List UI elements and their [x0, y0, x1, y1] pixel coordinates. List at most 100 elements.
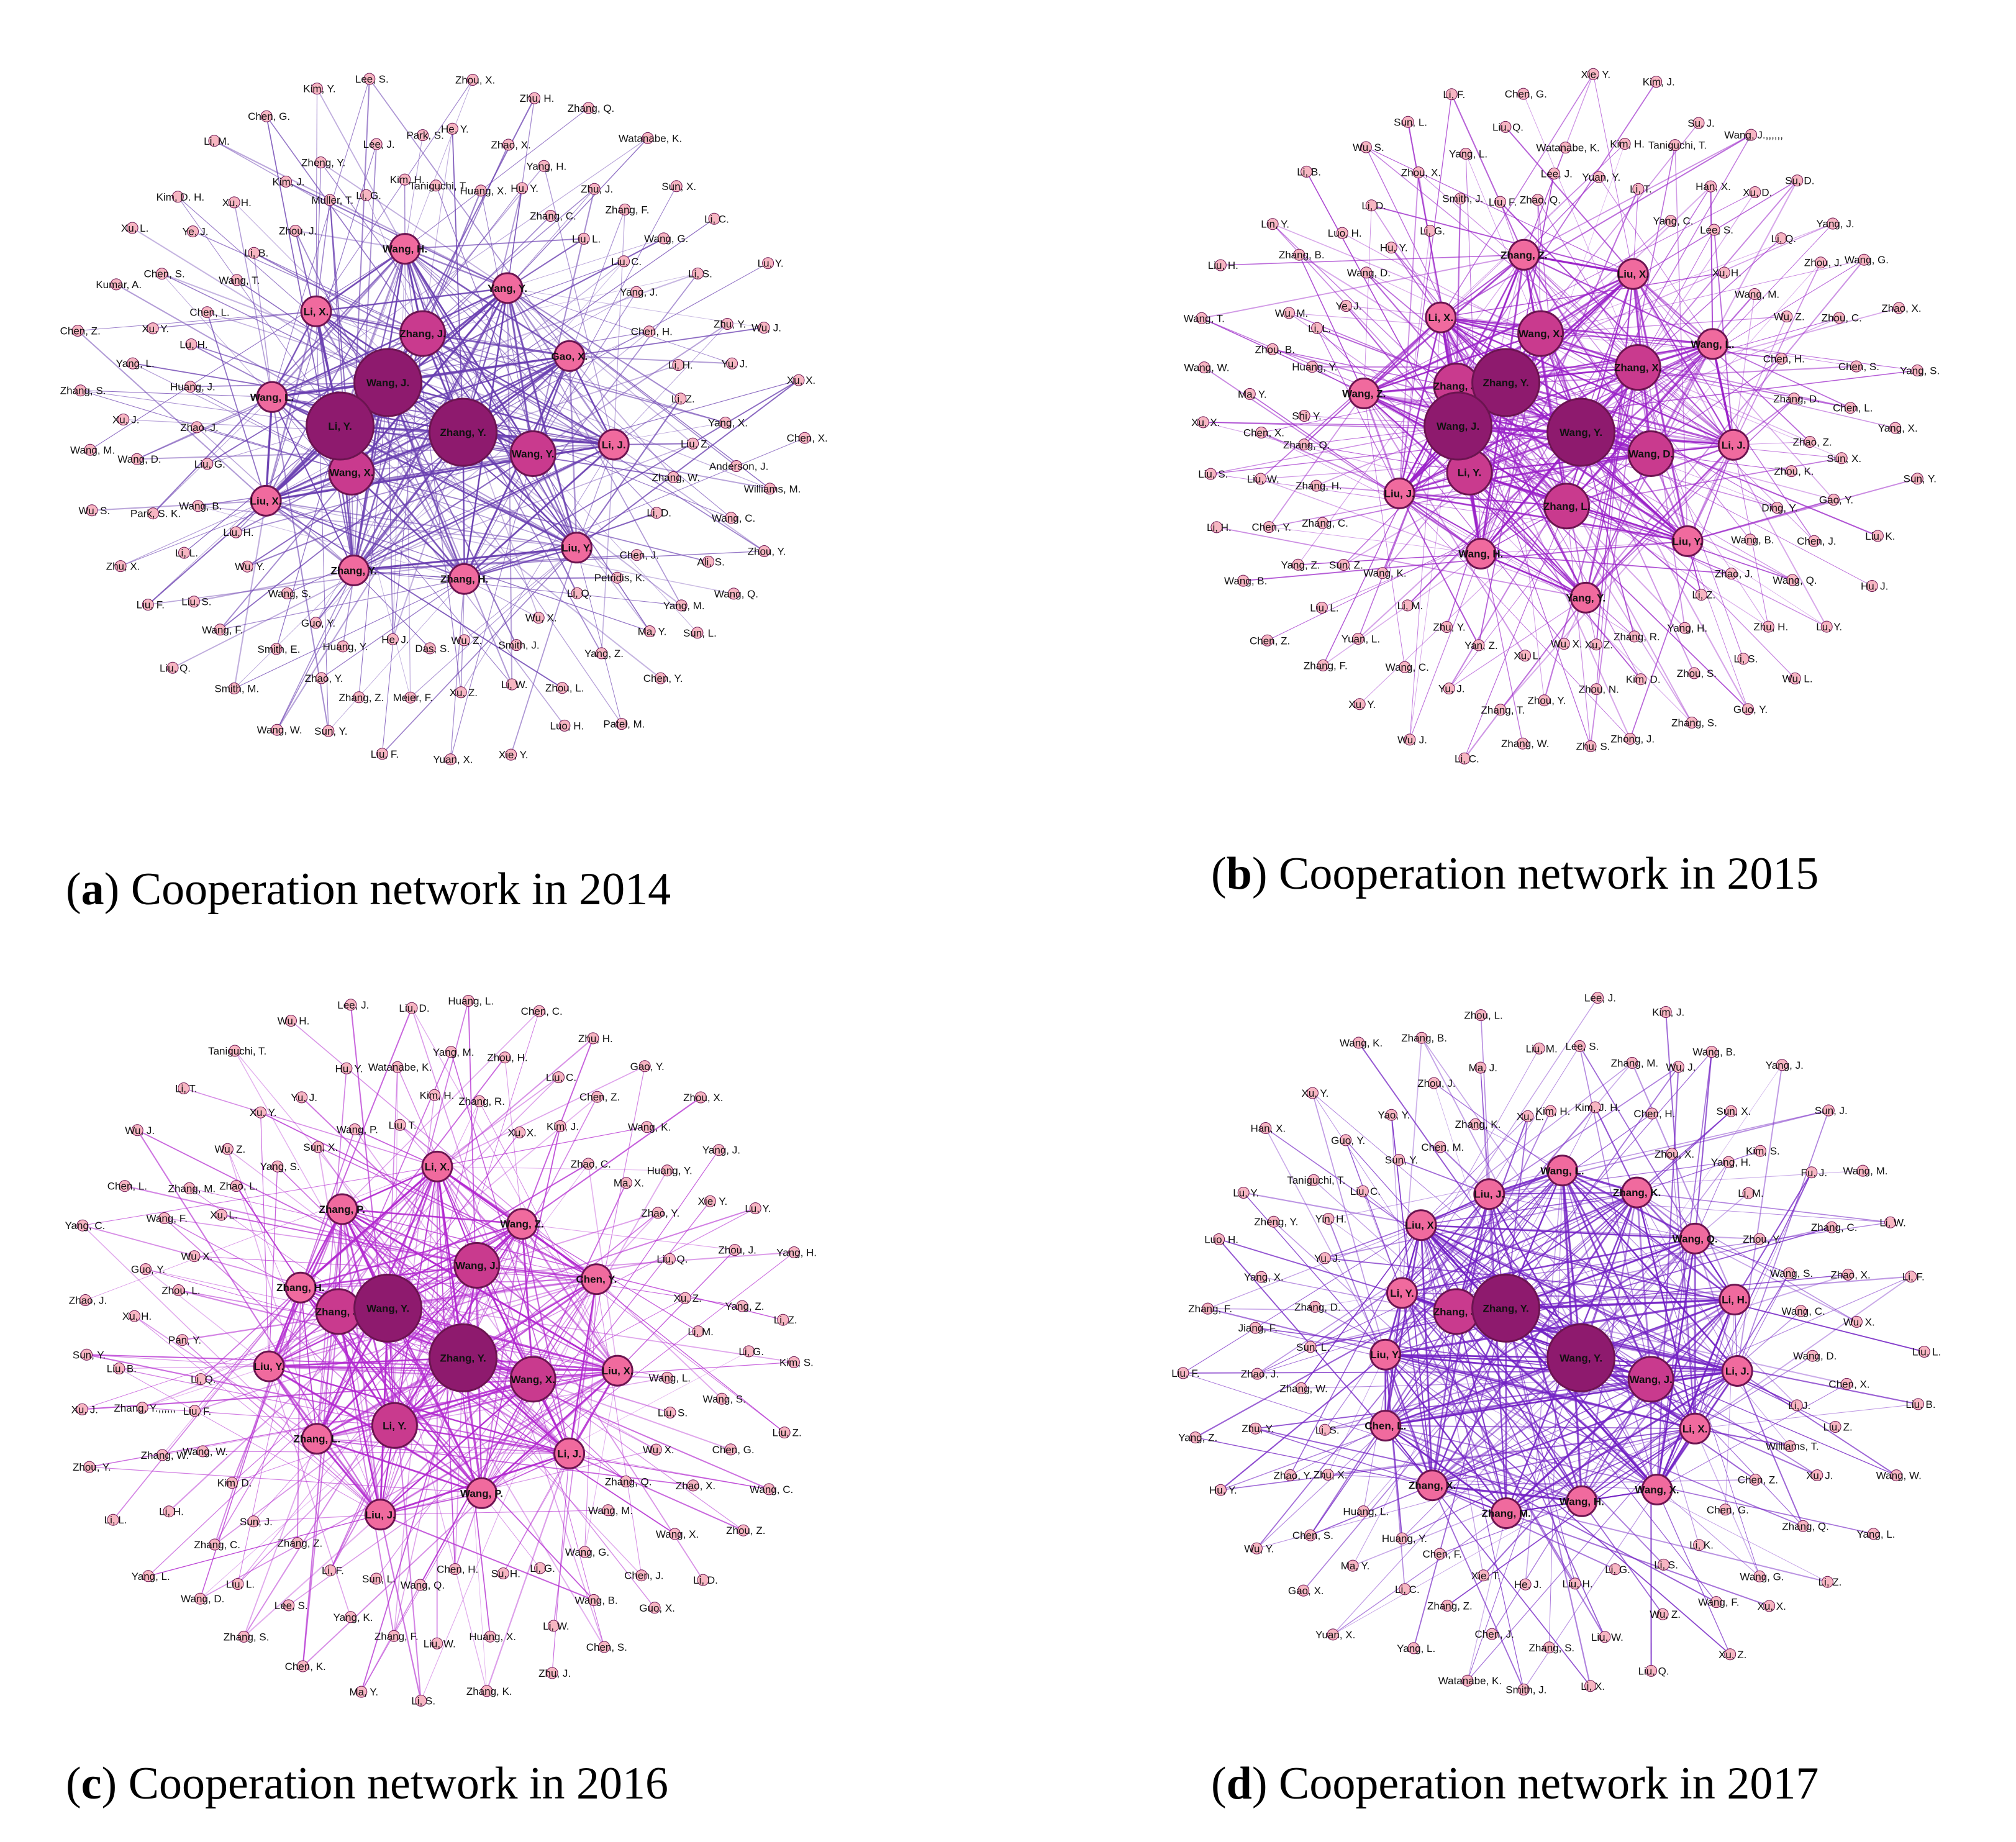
author-node-circle	[1319, 1423, 1331, 1436]
author-node: Zhou, X.	[1655, 1148, 1694, 1160]
author-label: Yang, S.	[1900, 365, 1940, 377]
coauthor-edge	[339, 425, 661, 679]
coauthor-edge	[1566, 506, 1686, 628]
author-label: Wang, C.	[712, 512, 755, 524]
author-node-circle	[762, 257, 774, 270]
author-node: Zhang, M.	[1482, 1497, 1531, 1529]
coauthor-edge	[1579, 1045, 1696, 1239]
author-node: He, J.	[381, 633, 409, 645]
edges-layer	[77, 78, 805, 760]
author-node-circle	[1415, 1032, 1428, 1044]
author-label: Wang, D.	[1793, 1350, 1837, 1362]
coauthor-edge	[1328, 1474, 1658, 1490]
author-node: Zhang, L.	[1543, 483, 1590, 530]
author-label: Li, D.	[647, 507, 671, 519]
author-node: Zhang, S.	[224, 1630, 269, 1643]
author-node-circle	[1340, 1134, 1352, 1146]
author-label: Li, Z.	[671, 393, 695, 405]
coauthor-edge	[576, 547, 622, 724]
author-label: Zhang, K.	[466, 1685, 512, 1697]
author-label: Zhu, H.	[578, 1033, 613, 1045]
author-node-circle	[674, 392, 687, 405]
network-panel-2016: Kim, H. Yang, M. Huang, L. Zhang, R. Zhou, H…	[12, 919, 894, 1832]
author-node: Huang, J.	[170, 381, 216, 393]
author-node: Yang, J.	[702, 1144, 740, 1156]
coauthor-edge	[613, 209, 625, 445]
author-node-circle	[1786, 574, 1799, 586]
author-label: Liu, L.	[1912, 1346, 1941, 1358]
coauthor-edge	[1455, 198, 1461, 386]
author-label: Taniguchi, T.	[1287, 1174, 1345, 1186]
author-label: Huang, L.	[448, 996, 494, 1007]
author-label: Chen, M.	[1421, 1141, 1464, 1153]
coauthor-edge	[1523, 254, 1713, 345]
author-label: Wang, K.	[1340, 1037, 1383, 1049]
author-label: Zhao, J.	[69, 1295, 107, 1307]
coauthor-edge	[404, 248, 534, 454]
author-node-circle	[253, 1350, 285, 1382]
author-node-circle	[421, 1150, 453, 1182]
coauthor-edge	[1216, 527, 1586, 599]
coauthor-edge	[1712, 343, 1918, 371]
author-node: He, Y.	[441, 122, 469, 135]
author-node: Zhang, K.	[466, 1685, 512, 1697]
author-node-circle	[1237, 574, 1250, 587]
author-node: Das, S.	[415, 642, 450, 655]
coauthor-edge	[1638, 366, 1896, 429]
author-node-circle	[643, 325, 655, 338]
author-node-circle	[561, 532, 593, 564]
author-node-circle	[1742, 703, 1754, 715]
coauthor-edge	[1566, 273, 1634, 507]
author-node: Wang, Q.	[714, 588, 758, 600]
author-label: Zhu, S.	[1576, 741, 1610, 753]
author-node: Liu, L.	[226, 1578, 255, 1590]
coauthor-edge	[462, 188, 523, 433]
author-node: Li, B.	[1297, 165, 1321, 178]
author-label: Yuan, Y.	[1582, 171, 1620, 183]
coauthor-edge	[507, 288, 694, 445]
author-node: Ma, Y.	[638, 625, 666, 638]
author-label: Guo, Y.	[1733, 704, 1768, 715]
author-node: Wang, M.	[588, 1504, 633, 1517]
author-node-circle	[1737, 653, 1750, 665]
author-label: Zhou, X.	[1655, 1148, 1694, 1160]
author-label: Liu, F.	[371, 748, 399, 760]
author-label: Li, D.	[693, 1574, 718, 1586]
author-label: Wang, P.	[460, 1487, 503, 1499]
author-node: Gao, X.	[552, 340, 588, 372]
coauthor-edge	[522, 1223, 785, 1433]
panel-caption-2014: (a) Cooperation network in 2014	[66, 864, 671, 915]
author-node: Zhu, Y.	[714, 318, 746, 330]
author-node: Ma, Y.	[1341, 1559, 1369, 1572]
author-node: Watanabe, K.	[368, 1061, 432, 1073]
author-label: Das, S.	[415, 643, 450, 655]
author-node: Su, D.	[1785, 175, 1814, 187]
author-node: Wang, S.	[703, 1392, 746, 1405]
author-node-circle	[209, 1538, 221, 1551]
author-node-circle	[291, 1537, 304, 1549]
author-label: Yuan, L.	[1342, 633, 1380, 645]
author-node-circle	[1688, 667, 1700, 679]
author-node-circle	[620, 1177, 632, 1189]
author-label: Zhou, C.	[1822, 312, 1862, 324]
author-node-circle	[444, 753, 456, 766]
author-node: Chen, L.	[1364, 1410, 1406, 1442]
author-node-circle	[324, 194, 336, 206]
author-node: Li, J.	[1717, 429, 1750, 461]
coauthor-edge	[576, 444, 614, 548]
author-label: Hu, J.	[1861, 581, 1888, 592]
coauthor-edge	[596, 1279, 722, 1399]
author-node-circle	[792, 374, 805, 386]
author-label: Yang, L.	[1449, 148, 1487, 160]
author-node-circle	[406, 1002, 418, 1014]
coauthor-edge	[1566, 343, 1714, 507]
author-node-circle	[1469, 1118, 1481, 1130]
author-label: Liu, B.	[107, 1363, 137, 1375]
author-label: Xie, Y.	[698, 1195, 728, 1207]
coauthor-edge	[1385, 1425, 1717, 1603]
author-label: Wang, F.	[202, 624, 243, 636]
author-node-circle	[687, 437, 699, 450]
author-node: Wu, H.	[278, 1015, 309, 1027]
author-node-circle	[1584, 740, 1597, 753]
author-node: Xu, J.	[112, 414, 139, 426]
